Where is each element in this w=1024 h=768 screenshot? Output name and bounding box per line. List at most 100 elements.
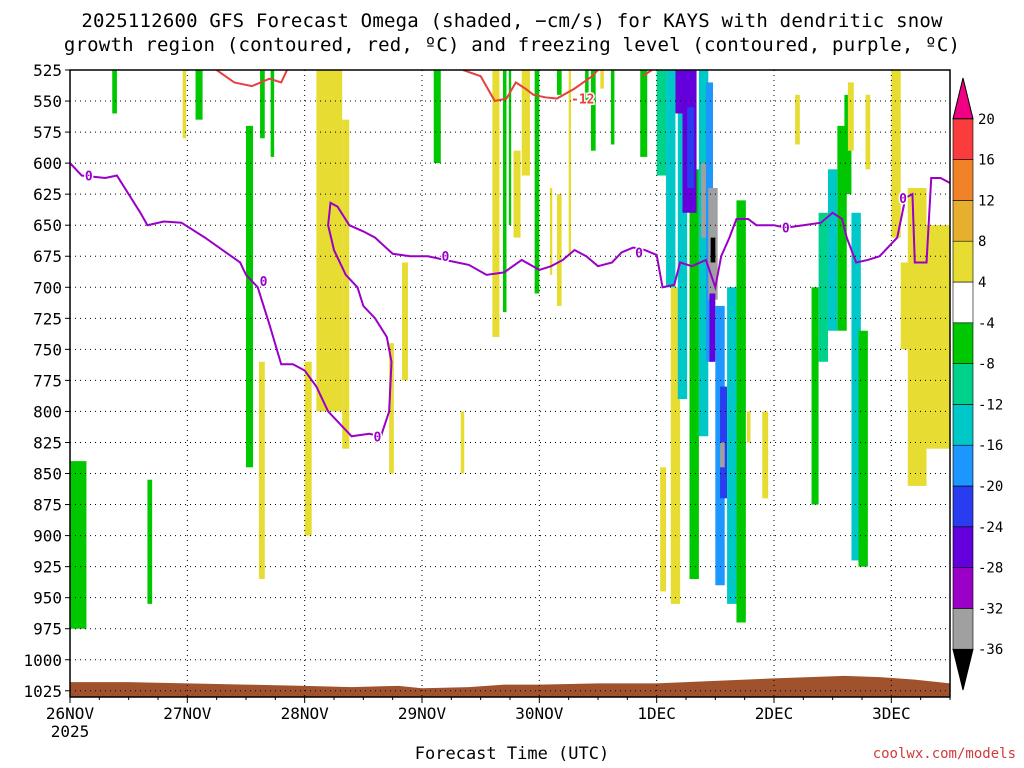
omega-patch (70, 461, 87, 629)
omega-patch (246, 125, 254, 468)
colorbar-box (952, 363, 974, 405)
x-tick-label: 29NOV (398, 704, 447, 723)
x-tick-label: 1DEC (637, 704, 676, 723)
y-tick-label: 900 (33, 527, 62, 546)
omega-patch (709, 293, 716, 362)
omega-patch (689, 169, 699, 580)
omega-patch (260, 70, 265, 139)
colorbar-label: -12 (978, 397, 1003, 413)
colorbar-box (952, 281, 974, 324)
omega-patch (492, 70, 500, 337)
omega-patch (851, 212, 861, 561)
omega-patch (304, 361, 312, 536)
colorbar-label: -4 (978, 316, 995, 332)
x-tick-sublabel: 2025 (51, 722, 90, 741)
omega-patch (600, 70, 604, 89)
y-tick-label: 850 (33, 465, 62, 484)
omega-patch (521, 70, 530, 176)
y-tick-label: 825 (33, 433, 62, 452)
omega-patch (818, 212, 828, 362)
x-tick-label: 28NOV (281, 704, 330, 723)
omega-patch (112, 70, 117, 114)
y-tick-label: 775 (33, 371, 62, 390)
chart-title-line1: 2025112600 GFS Forecast Omega (shaded, −… (81, 10, 943, 32)
y-tick-label: 525 (33, 61, 62, 80)
colorbar-box (952, 159, 974, 201)
chart-title-line2: growth region (contoured, red, ºC) and f… (63, 34, 961, 56)
omega-patch (698, 70, 709, 437)
contour-label: -12 (571, 93, 594, 108)
omega-patch (926, 225, 950, 449)
omega-patch (891, 70, 901, 238)
contour-label: 0 (899, 192, 907, 207)
omega-patch (865, 94, 871, 170)
y-tick-label: 600 (33, 154, 62, 173)
omega-patch (762, 411, 769, 499)
y-tick-label: 975 (33, 620, 62, 639)
colorbar-label: -32 (978, 601, 1003, 617)
contour-label: 0 (373, 430, 381, 445)
omega-patch (316, 70, 343, 412)
dgz-contour (642, 70, 653, 78)
y-tick-label: 725 (33, 309, 62, 328)
omega-patch (568, 70, 572, 257)
y-tick-label: 750 (33, 340, 62, 359)
omega-patch (534, 70, 540, 294)
colorbar-box (952, 322, 974, 364)
omega-patch (710, 237, 716, 263)
colorbar-box (952, 567, 974, 609)
colorbar-box (952, 404, 974, 446)
y-tick-label: 625 (33, 185, 62, 204)
colorbar-box (952, 444, 974, 487)
contour-label: 0 (85, 170, 93, 185)
omega-patch (342, 119, 350, 449)
colorbar-box (952, 526, 974, 568)
y-tick-label: 575 (33, 123, 62, 142)
freezing-level-contour (70, 162, 950, 438)
colorbar-label: 4 (978, 275, 986, 291)
colorbar-box (952, 200, 974, 242)
omega-patch (549, 187, 553, 275)
omega-patch (195, 70, 203, 120)
omega-patch (502, 70, 507, 313)
y-tick-label: 950 (33, 589, 62, 608)
y-tick-label: 875 (33, 496, 62, 515)
colorbar-label: 20 (978, 112, 995, 128)
colorbar-label: -16 (978, 438, 1003, 454)
colorbar-label: -20 (978, 479, 1003, 495)
omega-patch (837, 125, 847, 331)
omega-patch (270, 70, 275, 157)
y-tick-label: 675 (33, 247, 62, 266)
omega-patch (460, 411, 465, 474)
x-tick-label: 26NOV (46, 704, 95, 723)
contour-label: 0 (442, 250, 450, 265)
y-tick-label: 800 (33, 402, 62, 421)
plot-area: 0 0 0 0 0 0 0 -12 (70, 70, 950, 697)
colorbar-box (952, 240, 974, 283)
x-axis-label: Forecast Time (UTC) (414, 744, 610, 764)
colorbar-box (952, 485, 974, 528)
dgz-contour (462, 70, 599, 103)
omega-patch (433, 70, 441, 164)
contour-label: 0 (782, 222, 790, 237)
terrain-fill (70, 675, 950, 697)
omega-patch (147, 479, 153, 604)
omega-patch (811, 287, 819, 505)
colorbar-label: -36 (978, 642, 1003, 658)
colorbar-label: 16 (978, 153, 995, 169)
colorbar-triangle-bottom (952, 648, 974, 691)
omega-patch (670, 287, 681, 604)
omega-patch (701, 163, 709, 238)
omega-patch (556, 194, 562, 306)
credit-link[interactable]: coolwx.com/models (872, 746, 1016, 762)
colorbar-label: 12 (978, 193, 995, 209)
omega-patch (182, 70, 187, 139)
y-tick-label: 650 (33, 216, 62, 235)
contour-label: 0 (260, 275, 268, 290)
omega-patch (508, 70, 512, 226)
omega-patch (656, 70, 667, 176)
y-tick-label: 700 (33, 278, 62, 297)
dgz-contour (216, 70, 288, 88)
colorbar-triangle-top (952, 77, 974, 120)
